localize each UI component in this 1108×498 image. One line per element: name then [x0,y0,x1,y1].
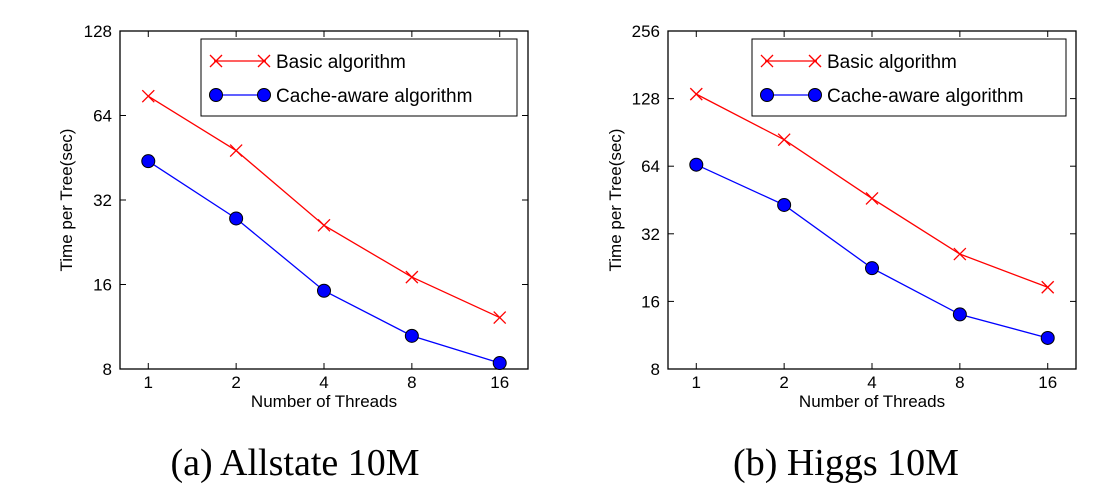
data-point-basic [777,133,791,147]
legend-marker-cache-aware [808,88,822,102]
y-axis-label: Time per Tree(sec) [57,129,76,272]
x-axis-label: Number of Threads [251,392,397,411]
x-axis-label: Number of Threads [799,392,945,411]
y-tick-label: 16 [93,276,112,295]
x-tick-label: 4 [867,373,876,392]
chart-panel-b: 1 2 4 8 16 8 16 32 64 128 256 Number of Threads Time… [606,22,1077,484]
y-tick-label: 32 [93,191,112,210]
y-tick-label: 64 [641,157,660,176]
legend-marker-basic [257,54,271,68]
x-tick-label: 16 [490,373,509,392]
x-tick-label: 16 [1038,373,1057,392]
legend-marker-basic [760,54,774,68]
data-point-cache-aware [317,283,331,298]
legend-marker-cache-aware [209,88,223,102]
y-tick-label: 256 [632,22,660,41]
legend-label-cache-aware: Cache-aware algorithm [827,86,1023,107]
data-point-cache-aware [404,328,419,343]
y-tick-label: 32 [641,225,660,244]
legend-box [751,38,1067,117]
data-point-cache-aware [777,197,792,212]
series-line-cache-aware [147,160,500,364]
data-point-basic [405,270,419,284]
legend-label-cache-aware: Cache-aware algorithm [276,86,472,107]
x-tick-label: 8 [407,373,416,392]
data-point-basic [953,247,967,261]
data-point-basic [865,191,879,205]
data-point-cache-aware [492,356,507,371]
figure-caption: (b) Higgs 10M [733,442,959,484]
series-line-basic [695,93,1048,288]
y-tick-label: 128 [632,90,660,109]
data-point-cache-aware [952,307,967,322]
y-tick-label: 128 [84,22,112,41]
chart-panel-a: 1 2 4 8 16 8 16 32 64 128 Number of Threads Time pe… [57,22,529,484]
legend-marker-cache-aware [257,88,271,102]
data-point-cache-aware [229,211,244,226]
series-line-cache-aware [696,164,1048,339]
legend-label-basic: Basic algorithm [827,52,957,73]
data-point-basic [1041,280,1055,294]
x-tick-label: 8 [955,373,964,392]
figure-caption: (a) Allstate 10M [170,442,419,484]
x-tick-label: 1 [692,373,701,392]
data-point-basic [229,144,243,158]
legend-marker-basic [209,54,223,68]
y-tick-label: 16 [641,292,660,311]
legend-label-basic: Basic algorithm [276,52,406,73]
x-tick-label: 2 [779,373,788,392]
data-point-basic [493,311,507,325]
data-point-cache-aware [141,154,156,169]
y-tick-label: 64 [93,107,112,126]
legend-marker-cache-aware [760,88,774,102]
y-tick-label: 8 [103,360,112,379]
y-tick-label: 8 [651,360,660,379]
x-tick-label: 4 [319,373,328,392]
data-point-cache-aware [865,261,879,276]
data-point-basic [317,218,331,232]
data-point-cache-aware [689,157,704,172]
legend: Basic algorithm Cache-aware algorithm [200,38,518,117]
data-point-cache-aware [1040,330,1055,345]
x-tick-label: 1 [144,373,153,392]
legend-marker-basic [808,54,822,68]
legend: Basic algorithm Cache-aware algorithm [751,38,1067,117]
data-point-basic [689,87,703,101]
x-tick-label: 2 [231,373,240,392]
data-point-basic [141,89,155,103]
legend-box [200,38,518,117]
y-axis-label: Time per Tree(sec) [606,129,625,272]
